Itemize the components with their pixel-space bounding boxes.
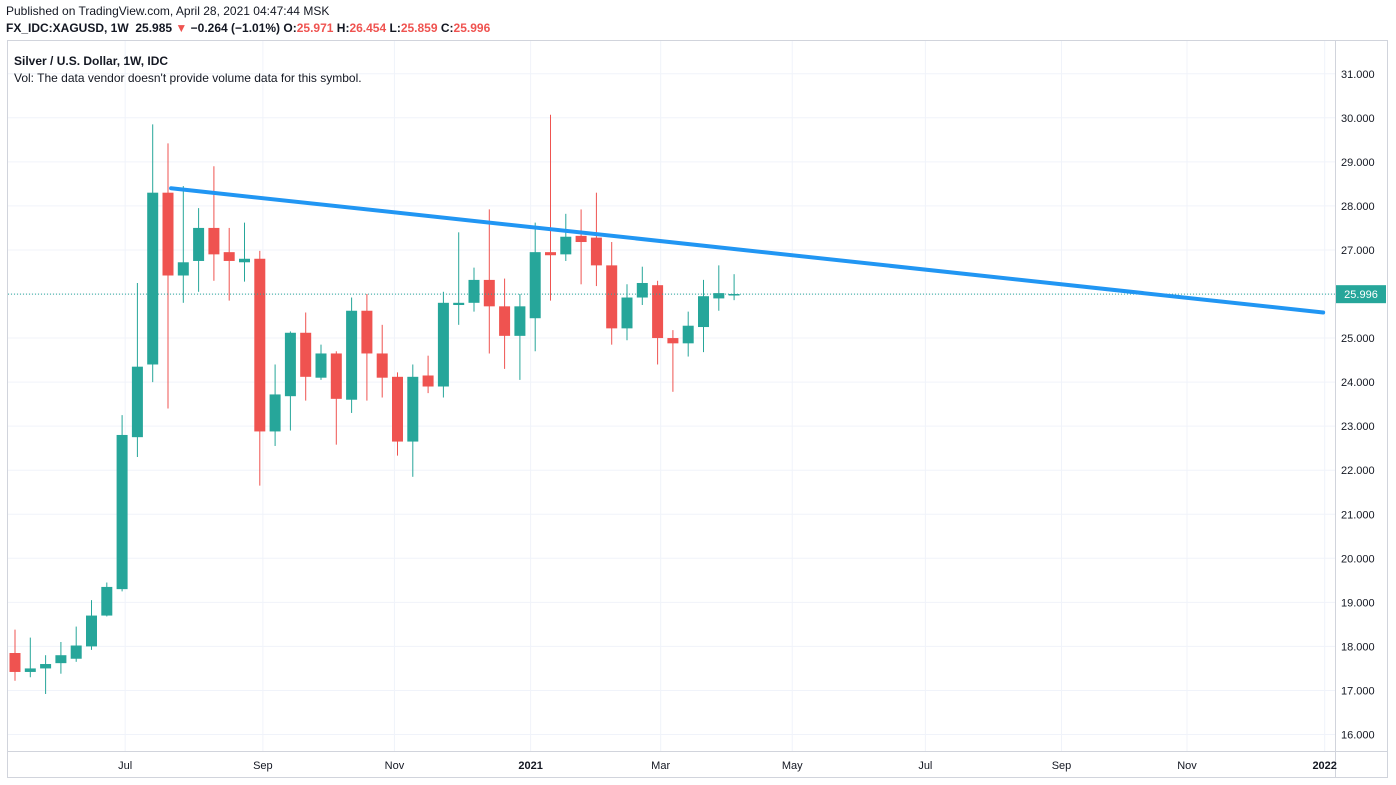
candle-body [407, 376, 419, 442]
y-tick-label: 29.000 [1341, 157, 1375, 169]
legend-volume-note: Vol: The data vendor doesn't provide vol… [14, 71, 362, 85]
low-value: 25.859 [400, 21, 438, 35]
published-note: Published on TradingView.com, April 28, … [6, 4, 330, 18]
open-label: O: [283, 21, 297, 35]
y-tick-label: 16.000 [1341, 730, 1375, 742]
candle-body [86, 615, 97, 647]
x-tick-label: Jul [118, 760, 132, 772]
candle-body [453, 302, 465, 306]
candle-body [101, 586, 113, 616]
candle-body [208, 227, 220, 255]
last-price: 25.985 [135, 21, 173, 35]
candle-body [116, 434, 128, 590]
candle-body [269, 394, 281, 432]
candle-body [682, 325, 694, 344]
candle-body [606, 265, 618, 329]
candle-body [346, 310, 358, 400]
candle-body [131, 366, 143, 438]
candle-body [177, 262, 189, 276]
y-tick-label: 20.000 [1341, 553, 1375, 565]
candle-body [437, 302, 449, 387]
candle-body [55, 655, 67, 664]
candle-body [392, 376, 403, 442]
x-tick-label: Nov [385, 760, 405, 772]
candle-body [193, 227, 205, 261]
x-tick-label: May [782, 760, 803, 772]
legend-title: Silver / U.S. Dollar, 1W, IDC [14, 54, 169, 68]
y-tick-label: 23.000 [1341, 421, 1375, 433]
candle-body [24, 668, 36, 672]
candle-body [376, 353, 388, 378]
high-label: H: [336, 21, 350, 35]
candle-body [361, 310, 373, 354]
candle-body [468, 279, 480, 303]
symbol-ohlc-line: FX_IDC:XAGUSD, 1W 25.985 ▼ −0.264 (−1.01… [6, 21, 490, 35]
candle-body [40, 664, 52, 669]
y-tick-label: 24.000 [1341, 377, 1375, 389]
symbol-label: FX_IDC:XAGUSD, 1W [6, 21, 129, 35]
y-tick-label: 31.000 [1341, 69, 1375, 81]
candle-body [162, 192, 174, 276]
y-tick-label: 19.000 [1341, 597, 1375, 609]
x-tick-label: 2022 [1312, 760, 1336, 772]
y-tick-label: 17.000 [1341, 685, 1375, 697]
y-tick-label: 22.000 [1341, 465, 1375, 477]
x-tick-label: Sep [1052, 760, 1072, 772]
candle-body [636, 282, 648, 298]
chart-frame[interactable] [7, 40, 1388, 778]
x-tick-label: Nov [1177, 760, 1197, 772]
candle-body [254, 258, 266, 432]
close-label: C: [440, 21, 454, 35]
y-tick-label: 18.000 [1341, 641, 1375, 653]
y-tick-label: 21.000 [1341, 509, 1375, 521]
candle-body [483, 279, 495, 307]
close-value: 25.996 [453, 21, 491, 35]
candle-body [529, 252, 541, 319]
x-tick-label: Jul [918, 760, 932, 772]
candle-body [560, 236, 572, 255]
candle-body [698, 296, 709, 328]
candle-body [499, 306, 511, 336]
candle-body [284, 332, 296, 397]
open-value: 25.971 [296, 21, 334, 35]
candle-body [545, 252, 556, 256]
x-tick-label: 2021 [518, 760, 542, 772]
candle-body [728, 294, 740, 296]
candle-body [147, 192, 159, 365]
y-tick-label: 25.000 [1341, 333, 1375, 345]
y-tick-label: 27.000 [1341, 245, 1375, 257]
candle-body [590, 237, 602, 266]
price-label-box [1336, 285, 1386, 304]
candle-body [223, 252, 235, 261]
candle-body [652, 285, 664, 339]
candle-body [300, 332, 312, 377]
y-tick-label: 28.000 [1341, 201, 1375, 213]
candle-body [70, 645, 82, 659]
x-tick-label: Mar [651, 760, 670, 772]
change-value: −0.264 (−1.01%) [190, 21, 281, 35]
y-tick-label: 30.000 [1341, 113, 1375, 125]
low-label: L: [389, 21, 401, 35]
candle-body [575, 235, 587, 243]
change-down-icon: ▼ [175, 21, 188, 35]
price-label-text: 25.996 [1344, 289, 1378, 301]
candle-body [713, 293, 725, 299]
high-value: 26.454 [349, 21, 387, 35]
candle-body [239, 258, 250, 263]
x-tick-label: Sep [253, 760, 273, 772]
candle-body [667, 338, 679, 344]
trendline [169, 186, 1326, 315]
candle-body [422, 375, 434, 387]
candle-body [9, 653, 21, 672]
candle-body [315, 353, 327, 378]
candle-body [514, 306, 526, 336]
candle-body [621, 297, 633, 329]
candle-body [330, 353, 342, 399]
